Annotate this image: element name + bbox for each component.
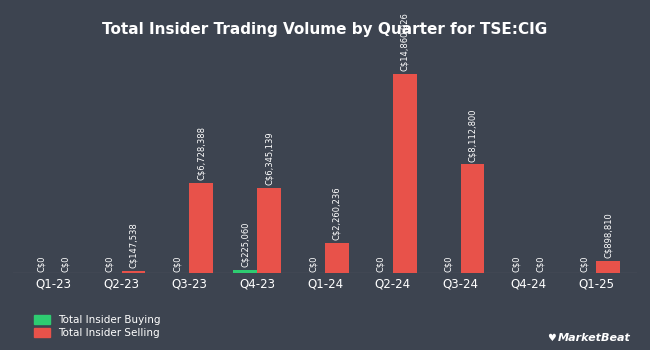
Text: C$6,345,139: C$6,345,139 <box>265 132 274 186</box>
Bar <box>122 271 145 273</box>
Text: C$225,060: C$225,060 <box>240 222 250 267</box>
Text: C$14,860,926: C$14,860,926 <box>400 13 410 71</box>
Text: C$0: C$0 <box>309 256 318 272</box>
Text: C$0: C$0 <box>580 256 589 272</box>
Bar <box>189 183 213 273</box>
Legend: Total Insider Buying, Total Insider Selling: Total Insider Buying, Total Insider Sell… <box>31 312 164 341</box>
Bar <box>596 261 620 273</box>
Bar <box>257 188 281 273</box>
Text: C$147,538: C$147,538 <box>129 223 138 268</box>
Text: C$8,112,800: C$8,112,800 <box>468 108 477 162</box>
Text: C$0: C$0 <box>37 256 46 272</box>
Bar <box>233 270 257 273</box>
Bar <box>325 243 349 273</box>
Title: Total Insider Trading Volume by Quarter for TSE:CIG: Total Insider Trading Volume by Quarter … <box>103 22 547 37</box>
Text: C$2,260,236: C$2,260,236 <box>332 187 341 240</box>
Text: C$0: C$0 <box>512 256 521 272</box>
Bar <box>461 164 484 273</box>
Text: ♥: ♥ <box>547 333 556 343</box>
Text: C$0: C$0 <box>105 256 114 272</box>
Text: C$6,728,388: C$6,728,388 <box>197 126 205 180</box>
Text: C$0: C$0 <box>445 256 453 272</box>
Text: C$898,810: C$898,810 <box>604 212 613 258</box>
Text: C$0: C$0 <box>173 256 182 272</box>
Text: C$0: C$0 <box>61 256 70 272</box>
Text: C$0: C$0 <box>536 256 545 272</box>
Bar <box>393 74 417 273</box>
Text: MarketBeat: MarketBeat <box>558 333 630 343</box>
Text: C$0: C$0 <box>376 256 385 272</box>
